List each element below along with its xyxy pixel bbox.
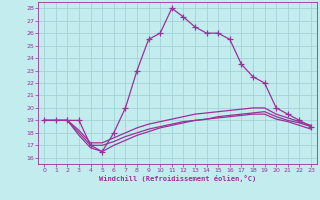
X-axis label: Windchill (Refroidissement éolien,°C): Windchill (Refroidissement éolien,°C) [99, 175, 256, 182]
